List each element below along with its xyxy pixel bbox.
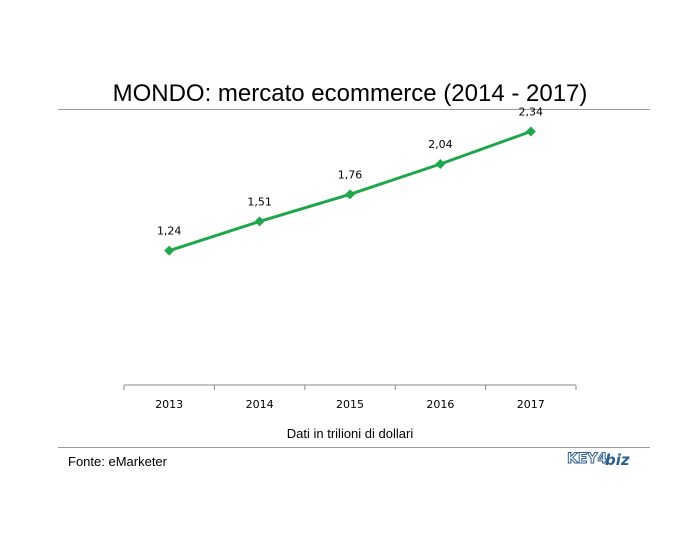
data-point-2015 xyxy=(345,189,355,200)
data-label-2013: 1,24 xyxy=(157,225,182,238)
data-label-2016: 2,04 xyxy=(428,138,453,151)
data-point-2013 xyxy=(164,245,175,256)
x-tick-label-2016: 2016 xyxy=(426,398,454,411)
data-label-2015: 1,76 xyxy=(338,168,363,181)
x-tick-label-2014: 2014 xyxy=(246,398,274,411)
data-point-2017 xyxy=(525,126,536,137)
footer-divider xyxy=(58,447,650,448)
title-divider xyxy=(58,109,650,110)
data-point-2014 xyxy=(254,216,265,227)
x-tick-label-2013: 2013 xyxy=(155,398,183,411)
data-point-2016 xyxy=(435,159,446,169)
key4biz-logo: KEY4 biz xyxy=(566,451,639,471)
data-label-2017: 2,34 xyxy=(519,106,544,119)
data-label-2014: 1,51 xyxy=(247,195,272,208)
chart-title: MONDO: mercato ecommerce (2014 - 2017) xyxy=(112,80,588,107)
x-tick-label-2015: 2015 xyxy=(336,398,364,411)
logo-biz-text: biz xyxy=(605,451,630,469)
source-note: Fonte: eMarketer xyxy=(68,454,167,469)
x-axis-label: Dati in trilioni di dollari xyxy=(286,426,414,441)
logo-key-text: KEY4 xyxy=(566,451,608,468)
x-tick-label-2017: 2017 xyxy=(517,398,545,411)
